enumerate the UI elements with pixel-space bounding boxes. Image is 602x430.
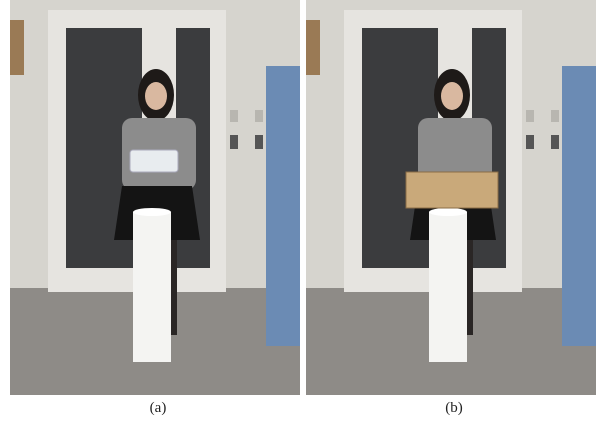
- container: [129, 149, 179, 173]
- switch: [551, 110, 559, 122]
- switch: [526, 135, 534, 149]
- left-object: [306, 20, 320, 75]
- switch: [551, 135, 559, 149]
- left-object: [10, 20, 24, 75]
- switch: [526, 110, 534, 122]
- caption: (b): [445, 400, 463, 416]
- switch: [230, 135, 238, 149]
- cylinder: [133, 212, 171, 362]
- face: [145, 82, 167, 110]
- switch: [255, 135, 263, 149]
- switch: [255, 110, 263, 122]
- blue-partition: [562, 66, 596, 346]
- cylinder-top: [133, 208, 171, 216]
- cardboard-box: [405, 171, 499, 209]
- cylinder: [429, 212, 467, 362]
- photo-a: [10, 0, 300, 395]
- photo-b: [306, 0, 596, 395]
- switch: [230, 110, 238, 122]
- blue-partition: [266, 66, 300, 346]
- cylinder-top: [429, 208, 467, 216]
- caption: (a): [149, 400, 167, 416]
- face: [441, 82, 463, 110]
- photos: [10, 0, 596, 395]
